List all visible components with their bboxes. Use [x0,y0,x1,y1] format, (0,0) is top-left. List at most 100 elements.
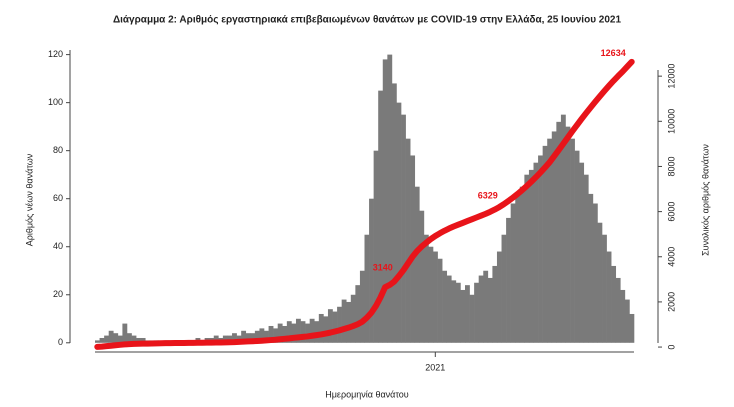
bar [506,217,511,343]
bar [419,210,425,343]
bar [615,277,621,343]
bar [250,333,256,343]
bar [259,328,265,343]
cumulative-line [94,58,635,350]
y2-tick-label: 6000 [666,202,676,222]
bar [364,234,370,343]
bar [538,155,543,343]
bar [560,114,566,343]
y-tick-label: 20 [53,289,63,299]
y2-tick-label: 0 [666,345,676,350]
bar [551,131,557,343]
y2-tick-label: 2000 [666,292,676,312]
y-axis-title: Αριθμός νέων θανάτων [24,153,34,246]
bar [547,138,553,343]
bar [327,309,333,343]
bar [464,285,470,343]
bar [606,251,612,343]
bar [309,318,315,343]
value-label: 12634 [601,48,626,58]
bar [597,222,603,343]
bar [318,313,324,343]
bar [108,330,114,343]
bar [391,83,397,343]
bar [519,186,525,343]
bar [140,337,146,343]
bar [565,126,571,343]
bar [99,337,105,343]
y-tick-label: 0 [58,337,63,347]
bar [478,275,484,343]
bar [282,325,288,343]
bar [232,333,237,343]
value-label: 6329 [478,191,498,201]
bar [286,321,292,343]
bar [273,328,279,343]
bar [524,174,530,343]
bar [227,335,233,343]
bar [245,333,251,343]
bar [542,145,548,343]
chart-title: Διάγραμμα 2: Αριθμός εργαστηριακά επιβεβ… [113,15,622,26]
bar [611,265,617,343]
value-label: 3140 [373,263,393,273]
bar [624,299,630,343]
bar [451,280,457,343]
y-tick-label: 80 [53,145,63,155]
bar [401,114,406,343]
bar [332,311,338,343]
bar [305,323,310,343]
bar [295,318,301,343]
bar [629,313,635,343]
bar [122,323,128,343]
bar [510,203,516,343]
bar [602,234,607,343]
y-tick-label: 60 [53,193,63,203]
bar [570,138,575,343]
bar [95,340,100,343]
bar [131,335,137,343]
bar [268,325,274,343]
bar [277,323,283,343]
bar [556,121,562,343]
bar [583,174,589,343]
bar [437,258,443,343]
bar [113,333,119,343]
bar [460,289,466,343]
bar [533,162,539,343]
y2-tick-label: 8000 [666,156,676,176]
bar [314,321,320,343]
bar [405,138,411,343]
bar [455,282,461,343]
bar [474,282,479,343]
bar [300,321,306,343]
bar [355,285,361,343]
bar [254,330,260,343]
bar [574,150,580,343]
bar [588,193,594,343]
y-tick-label: 40 [53,241,63,251]
bar [341,299,347,343]
bar [620,289,626,343]
bar [264,330,269,343]
y-tick-label: 120 [48,49,63,59]
bar [369,198,374,343]
bar [117,335,123,343]
bar [410,155,416,343]
bar [126,333,132,343]
bar [469,294,475,343]
bar [323,316,329,343]
bar [446,275,452,343]
x-tick-label: 2021 [425,362,445,372]
bar [346,301,352,343]
bar [104,335,110,343]
bar [492,265,498,343]
bar [423,234,429,343]
bar [515,193,521,343]
bar [442,270,448,343]
y-tick-label: 100 [48,97,63,107]
bar [428,246,434,343]
bar [396,102,402,343]
bar [136,337,141,343]
bar [213,335,219,343]
